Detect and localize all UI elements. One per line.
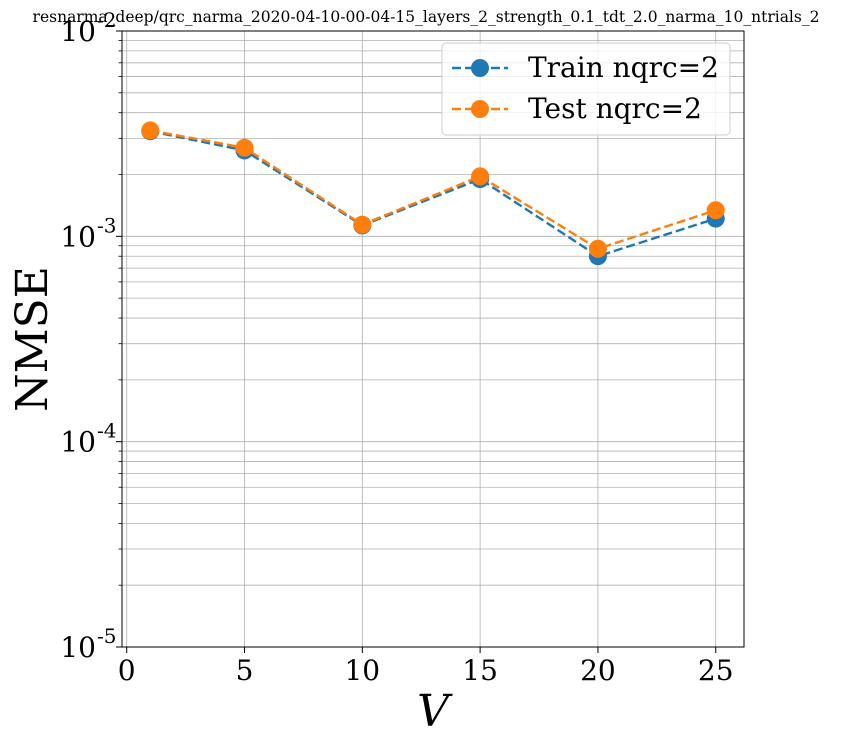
y-axis-label: NMSE bbox=[7, 266, 58, 412]
legend-item: Test nqrc=2 bbox=[452, 92, 702, 125]
y-tick-label: 10 -2 bbox=[60, 8, 116, 48]
series-line bbox=[150, 130, 717, 258]
x-axis: 0 5 10 15 20 25 bbox=[118, 647, 734, 687]
plot-frame bbox=[121, 30, 745, 648]
data-point bbox=[588, 239, 607, 258]
data-point bbox=[706, 201, 725, 220]
x-tick-label: 10 bbox=[344, 654, 380, 687]
data-point bbox=[353, 215, 372, 234]
legend-label: Train nqrc=2 bbox=[528, 51, 719, 84]
x-axis-label: V bbox=[417, 686, 453, 737]
legend-label: Test nqrc=2 bbox=[528, 92, 702, 125]
data-point bbox=[235, 138, 254, 157]
y-tick-base: 10 bbox=[60, 426, 96, 459]
y-tick-exponent: -2 bbox=[97, 8, 116, 32]
chart-title: resnarma_deep/qrc_narma_2020-04-10-00-04… bbox=[33, 8, 820, 26]
x-tick-label: 20 bbox=[580, 654, 616, 687]
series-2 bbox=[141, 121, 725, 258]
legend-marker bbox=[471, 100, 489, 118]
y-axis: 10-210-310-410-5 bbox=[60, 8, 122, 664]
series-line bbox=[150, 129, 717, 251]
legend-marker bbox=[471, 59, 489, 77]
x-tick-label: 5 bbox=[236, 654, 254, 687]
legend: Train nqrc=2 Test nqrc=2 bbox=[441, 42, 731, 136]
x-tick-label: 25 bbox=[698, 654, 734, 687]
data-point bbox=[471, 167, 490, 186]
y-tick-label: 10 -5 bbox=[60, 624, 116, 664]
legend-box bbox=[441, 42, 731, 136]
y-tick-base: 10 bbox=[60, 15, 96, 48]
y-tick-exponent: -3 bbox=[97, 213, 116, 237]
x-tick-label: 0 bbox=[118, 654, 136, 687]
y-tick-exponent: -5 bbox=[97, 624, 116, 648]
data-point bbox=[141, 121, 160, 140]
y-tick-label: 10 -3 bbox=[60, 213, 116, 253]
y-tick-exponent: -4 bbox=[97, 419, 116, 443]
x-tick-label: 15 bbox=[462, 654, 498, 687]
y-tick-base: 10 bbox=[60, 220, 96, 253]
y-tick-base: 10 bbox=[60, 631, 96, 664]
legend-item: Train nqrc=2 bbox=[452, 51, 719, 84]
y-tick-label: 10 -4 bbox=[60, 419, 116, 459]
series-layer bbox=[141, 121, 725, 266]
